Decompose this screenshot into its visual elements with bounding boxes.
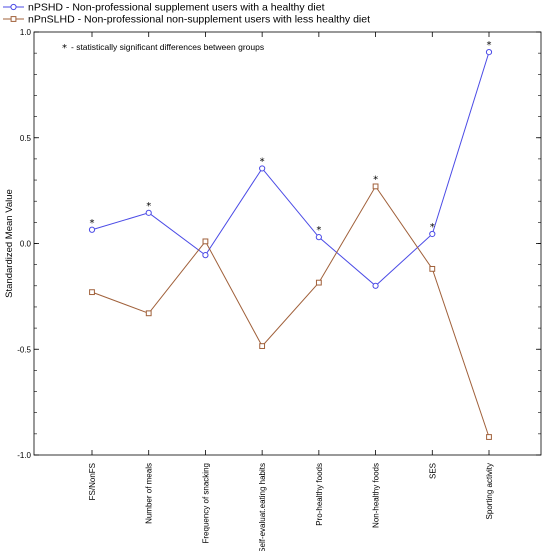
significance-markers: * * * * * * * [90,40,492,236]
x-tick-label: Non-healthy foods [372,463,381,528]
data-point [429,265,436,272]
data-point [259,343,266,349]
series-layer [88,48,493,440]
data-point [145,310,152,317]
data-point [202,238,209,245]
legend: nPSHD - Non-professional supplement user… [3,2,370,26]
legend-marker [10,3,17,11]
significance-star: * [430,222,435,233]
data-point [372,183,379,190]
significance-star: * [373,174,378,185]
significance-star: * [90,218,95,229]
significance-star: * [487,40,492,51]
y-tick-label: 1.0 [20,28,32,37]
y-tick-label: -1.0 [17,451,31,460]
series-1 [88,48,493,289]
data-point [202,252,209,259]
legend-item-1: nPSHD - Non-professional supplement user… [3,2,325,14]
y-tick-label: 0.0 [20,240,32,249]
data-point [145,209,152,216]
y-tick-label: 0.5 [20,134,32,143]
significance-star: * [316,225,321,236]
x-tick-label: Sporting activity [485,463,494,519]
series-line [91,185,490,438]
x-axis: FS/NonFS Number of meals Frequency of snac… [88,32,494,551]
significance-annotation: * - statistically significant difference… [62,42,264,54]
significance-star: * [260,156,265,167]
significance-star: * [146,201,151,212]
series-line [91,51,490,287]
data-point [89,289,95,296]
y-axis: -1.0 -0.5 0.0 0.5 1.0 [17,28,541,460]
data-point [315,234,322,241]
data-point [486,434,492,440]
x-tick-label: Frequency of snacking [201,463,210,544]
legend-item-2: nPnSLHD - Non-professional non-supplemen… [3,14,370,26]
y-axis-label: Standardized Mean Value [4,189,15,298]
legend-label: nPnSLHD - Non-professional non-supplemen… [28,14,370,26]
x-tick-label: Pro-healthy foods [315,463,324,526]
x-tick-label: FS/NonFS [88,463,97,500]
series-2 [89,183,492,440]
data-point [259,165,266,172]
data-point [88,226,96,233]
legend-marker [10,16,17,22]
data-point [485,48,493,56]
data-point [372,282,379,289]
y-tick-label: -0.5 [17,345,31,354]
annotation-text: - statistically significant differences … [71,42,264,52]
x-tick-label: Self-evaluat.eating habits [258,463,267,551]
legend-label: nPSHD - Non-professional supplement user… [28,2,325,14]
annotation-star: * [62,43,67,54]
data-point [315,279,322,286]
data-point [429,230,436,238]
x-tick-label: SES [428,463,437,479]
x-tick-label: Number of meals [145,463,154,524]
